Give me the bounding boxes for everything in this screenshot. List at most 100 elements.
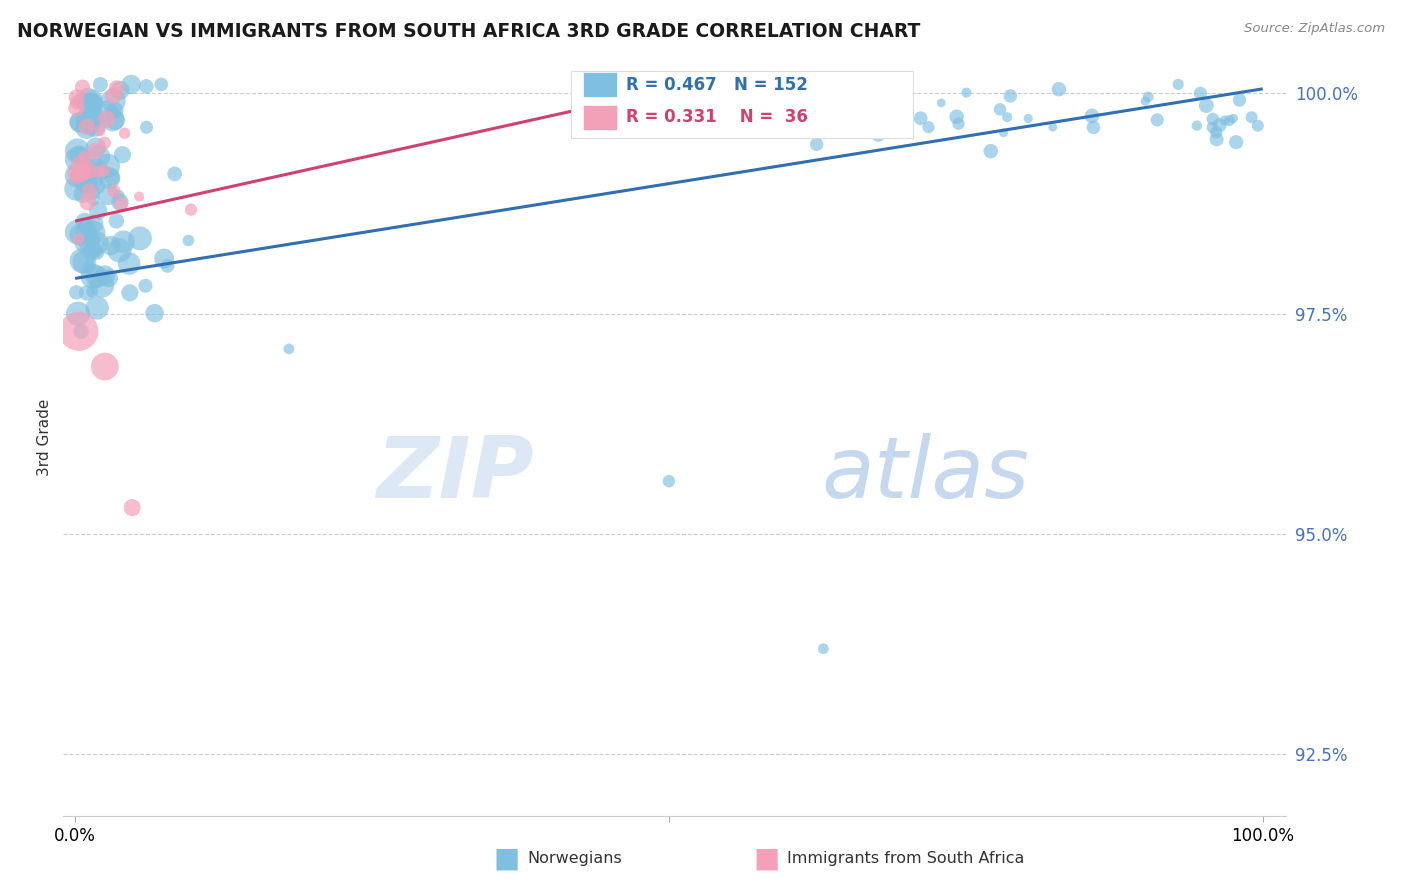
- Point: [108, 244, 131, 258]
- Point: [83, 110, 105, 124]
- Point: [1213, 113, 1236, 128]
- Point: [70, 324, 93, 338]
- Point: [90, 278, 112, 293]
- Point: [97, 271, 120, 285]
- Point: [818, 120, 841, 135]
- Point: [1202, 112, 1225, 126]
- Point: [75, 161, 97, 176]
- Point: [105, 81, 128, 95]
- Text: atlas: atlas: [821, 434, 1029, 516]
- Point: [1247, 119, 1270, 133]
- Point: [82, 92, 104, 106]
- Point: [120, 78, 142, 92]
- Point: [107, 188, 129, 202]
- Point: [80, 245, 103, 260]
- Point: [94, 268, 117, 282]
- Point: [66, 169, 89, 183]
- Point: [73, 215, 96, 229]
- Point: [121, 500, 143, 515]
- Point: [65, 166, 87, 180]
- Point: [97, 187, 120, 202]
- Point: [80, 107, 103, 121]
- Point: [879, 98, 901, 112]
- Point: [111, 147, 134, 161]
- Point: [84, 178, 107, 192]
- Point: [790, 111, 813, 125]
- Point: [105, 214, 128, 228]
- Point: [65, 285, 87, 300]
- Point: [108, 83, 131, 97]
- FancyBboxPatch shape: [571, 70, 914, 137]
- Point: [114, 126, 136, 140]
- Point: [821, 99, 844, 113]
- Point: [82, 226, 104, 240]
- Point: [118, 256, 141, 270]
- Point: [80, 97, 103, 112]
- Point: [1185, 119, 1208, 133]
- Point: [65, 181, 87, 195]
- Point: [1208, 118, 1230, 132]
- Text: ■: ■: [754, 844, 779, 872]
- Point: [86, 301, 108, 315]
- Point: [882, 95, 904, 110]
- Point: [180, 202, 202, 217]
- Point: [65, 101, 87, 115]
- Point: [1229, 93, 1251, 107]
- Point: [76, 194, 98, 209]
- Text: Norwegians: Norwegians: [527, 851, 621, 865]
- Point: [66, 225, 89, 239]
- Point: [104, 113, 127, 128]
- Point: [277, 342, 299, 356]
- Point: [72, 167, 94, 181]
- Point: [880, 96, 903, 111]
- Point: [1240, 110, 1263, 124]
- Point: [83, 118, 105, 132]
- Point: [1218, 113, 1240, 128]
- Point: [96, 112, 118, 127]
- Point: [1081, 109, 1104, 123]
- Point: [67, 115, 90, 129]
- Text: ZIP: ZIP: [377, 434, 534, 516]
- Point: [67, 324, 90, 338]
- Point: [72, 186, 94, 201]
- Point: [1225, 135, 1247, 149]
- Point: [101, 112, 124, 127]
- Point: [813, 641, 835, 656]
- FancyBboxPatch shape: [583, 72, 617, 97]
- Point: [87, 165, 110, 179]
- Point: [135, 79, 157, 94]
- Point: [91, 165, 114, 179]
- Point: [70, 164, 93, 178]
- Point: [917, 120, 939, 135]
- Point: [80, 173, 103, 187]
- Point: [66, 307, 89, 321]
- Point: [1222, 112, 1244, 126]
- Point: [70, 253, 93, 268]
- Point: [72, 80, 94, 95]
- FancyBboxPatch shape: [583, 105, 617, 130]
- Point: [1167, 78, 1189, 92]
- Point: [1146, 112, 1168, 127]
- Point: [1189, 87, 1212, 101]
- Point: [177, 234, 200, 248]
- Text: Source: ZipAtlas.com: Source: ZipAtlas.com: [1244, 22, 1385, 36]
- Text: R = 0.331    N =  36: R = 0.331 N = 36: [626, 108, 808, 126]
- Point: [103, 184, 125, 198]
- Point: [929, 95, 952, 110]
- Point: [76, 113, 98, 128]
- Point: [1205, 132, 1227, 146]
- Point: [96, 104, 118, 119]
- Point: [150, 78, 173, 92]
- Point: [98, 171, 121, 186]
- Point: [721, 99, 744, 113]
- Point: [75, 112, 97, 127]
- Point: [83, 193, 105, 207]
- Point: [658, 474, 681, 488]
- Point: [135, 120, 157, 135]
- Point: [865, 82, 887, 96]
- Point: [69, 148, 91, 162]
- Point: [72, 95, 94, 109]
- Point: [86, 245, 108, 260]
- Point: [76, 120, 98, 134]
- Point: [993, 126, 1015, 140]
